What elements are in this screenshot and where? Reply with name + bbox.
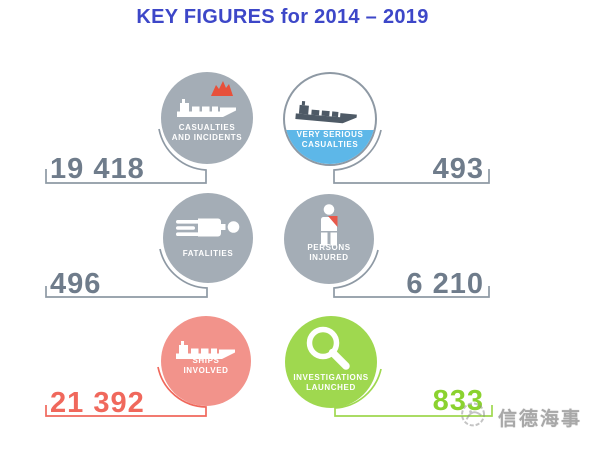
circle-label: INVESTIGATIONS LAUNCHED [285, 373, 377, 393]
label-line: INVESTIGATIONS [293, 373, 369, 382]
water-graphic [285, 130, 375, 164]
circle-label: PERSONS INJURED [284, 243, 374, 263]
label-line: LAUNCHED [306, 383, 356, 392]
label-line: CASUALTIES [178, 123, 236, 132]
connector-investigations [334, 368, 493, 417]
circle-label: VERY SERIOUS CASUALTIES [285, 130, 375, 150]
label-line: FATALITIES [182, 249, 234, 258]
persons-injured-value: 6 210 [406, 268, 484, 300]
magnifier-icon [306, 326, 350, 370]
ships-involved-value: 21 392 [50, 387, 145, 419]
flame-icon [211, 81, 233, 96]
injured-person-icon [321, 204, 338, 246]
casualties-and-incidents-circle: CASUALTIES AND INCIDENTS [161, 72, 253, 164]
label-line: SHIPS [192, 356, 220, 365]
investigations-launched-circle: INVESTIGATIONS LAUNCHED [285, 316, 377, 408]
investigations-launched-value: 833 [432, 385, 484, 417]
watermark-text: 信德海事 [498, 409, 583, 430]
ships-involved-circle: SHIPS INVOLVED [161, 316, 251, 406]
very-serious-casualties-value: 493 [432, 153, 484, 185]
label-line: VERY SERIOUS [296, 130, 364, 139]
lying-person-icon [176, 218, 240, 237]
fatalities-circle: FATALITIES [163, 193, 253, 283]
label-line: INVOLVED [183, 366, 229, 375]
connector-injured [333, 249, 490, 298]
sinking-ship-icon [295, 100, 357, 124]
connector-casualties [45, 128, 207, 184]
connector-fatalities [45, 248, 208, 298]
label-line: AND INCIDENTS [171, 133, 243, 142]
circle-label: CASUALTIES AND INCIDENTS [161, 123, 253, 143]
label-line: PERSONS [307, 243, 351, 252]
page-title: KEY FIGURES for 2014 – 2019 [136, 6, 429, 28]
circle-label: FATALITIES [163, 249, 253, 259]
fatalities-value: 496 [50, 268, 102, 300]
ship-fire-icon [177, 99, 236, 117]
connector-ships-involved [45, 366, 207, 417]
circle-label: SHIPS INVOLVED [161, 356, 251, 376]
watermark-logo-icon [461, 402, 486, 427]
very-serious-casualties-circle: VERY SERIOUS CASUALTIES [283, 72, 377, 166]
ship-icon [176, 341, 235, 359]
label-line: INJURED [309, 253, 349, 262]
persons-injured-circle: PERSONS INJURED [284, 194, 374, 284]
casualties-and-incidents-value: 19 418 [50, 153, 145, 185]
label-line: CASUALTIES [301, 140, 359, 149]
